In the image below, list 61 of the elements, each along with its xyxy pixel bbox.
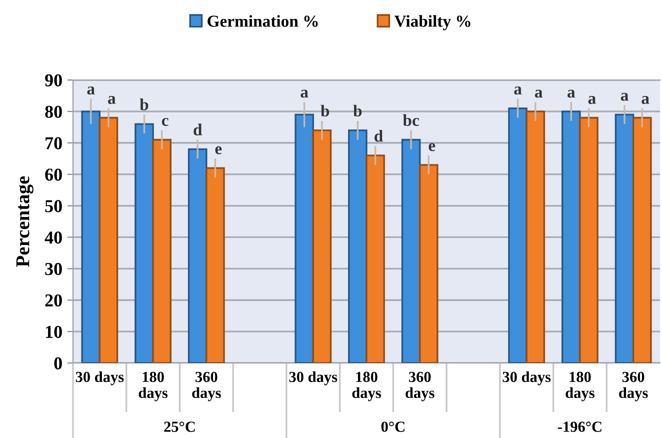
bar xyxy=(508,107,528,363)
text: 25°C xyxy=(164,422,195,432)
bar xyxy=(98,116,118,363)
y-tick-label: 70 xyxy=(46,137,62,150)
data-label: b xyxy=(320,104,330,117)
x-tick-label: 360 days xyxy=(192,372,221,402)
data-label: a xyxy=(108,96,116,104)
data-label: a xyxy=(87,86,95,95)
bar xyxy=(348,129,368,363)
data-label: a xyxy=(300,90,308,98)
data-label: a xyxy=(514,86,522,95)
data-label: a xyxy=(588,96,596,104)
data-label: d xyxy=(194,124,202,136)
data-label: a xyxy=(642,96,650,104)
y-axis-title: Percentage xyxy=(16,176,34,267)
data-label: a xyxy=(620,92,628,101)
y-tick-label: 30 xyxy=(45,262,62,276)
data-label: b xyxy=(353,104,362,117)
bar xyxy=(134,123,154,363)
bar xyxy=(579,116,598,363)
data-label: e xyxy=(215,146,222,154)
y-tick-label: 50 xyxy=(45,200,62,212)
y-tick-label: 40 xyxy=(44,231,62,244)
x-tick-label: 180 days xyxy=(352,372,381,402)
bar xyxy=(312,129,332,363)
y-tick-label: 80 xyxy=(45,106,62,118)
x-tick-label: 360 days xyxy=(619,372,648,402)
legend-label: Viabilty % xyxy=(394,15,470,30)
x-tick-label: 30 days xyxy=(502,371,551,386)
bar xyxy=(401,138,421,363)
y-tick-label: 60 xyxy=(45,168,62,181)
y-tick-label: 10 xyxy=(46,326,62,338)
bar xyxy=(562,110,581,363)
text: -196°C xyxy=(558,422,602,432)
bar xyxy=(188,148,208,363)
bar xyxy=(419,164,438,363)
x-tick-label: 180 days xyxy=(566,372,594,402)
data-label: c xyxy=(162,118,168,126)
y-tick-label: 0 xyxy=(54,357,62,370)
bar xyxy=(366,154,385,363)
bar xyxy=(152,138,172,363)
data-label: b xyxy=(140,98,148,110)
x-tick-label: 30 days xyxy=(289,371,338,386)
y-tick-label: 90 xyxy=(45,74,62,86)
bar xyxy=(614,114,634,363)
bar xyxy=(206,167,225,363)
x-tick-label: 360 days xyxy=(406,372,434,402)
bar xyxy=(294,114,314,363)
text: 0°C xyxy=(381,422,404,432)
legend-label: Germination % xyxy=(208,15,318,27)
x-tick-label: 30 days xyxy=(76,371,124,386)
x-tick-label: 180 days xyxy=(138,372,168,402)
data-label: bc xyxy=(402,114,419,126)
bar xyxy=(632,116,652,363)
data-label: a xyxy=(568,90,576,98)
bar xyxy=(81,110,101,363)
data-label: e xyxy=(428,143,436,152)
bar xyxy=(526,110,546,363)
data-label: d xyxy=(374,130,383,142)
data-label: a xyxy=(534,90,543,98)
y-tick-label: 20 xyxy=(45,294,62,307)
